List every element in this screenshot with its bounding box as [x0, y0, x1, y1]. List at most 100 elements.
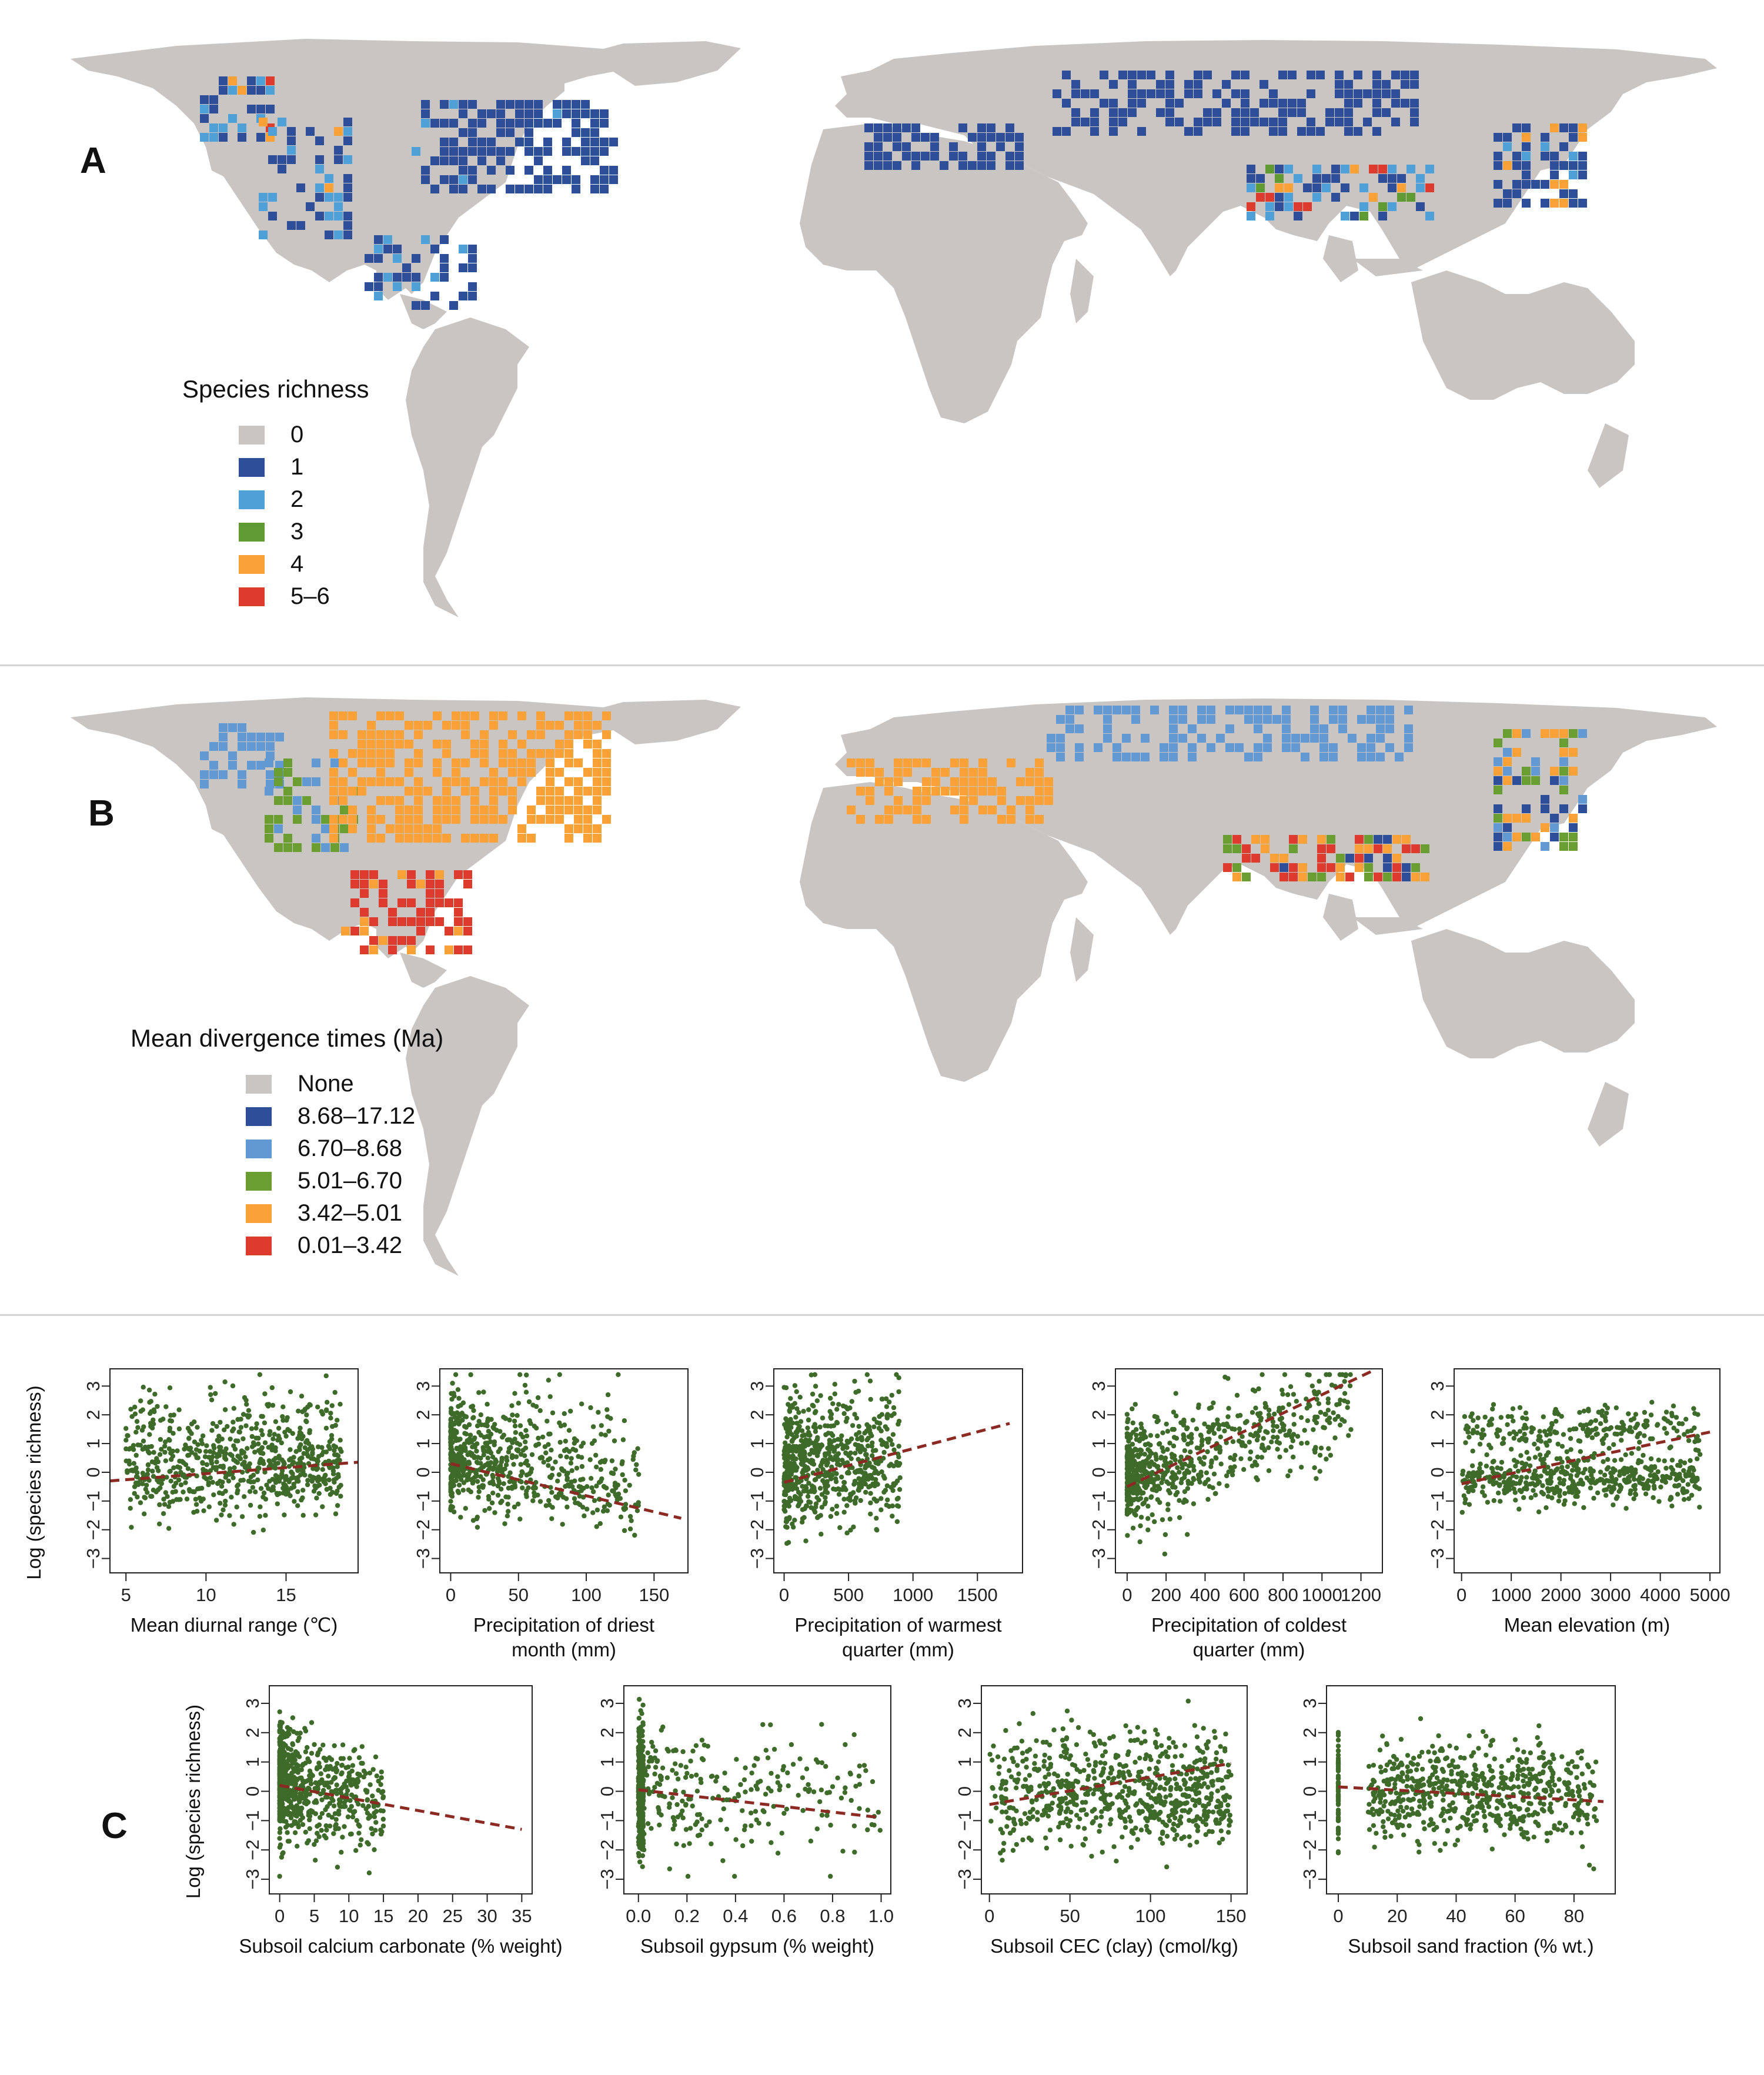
grid-cell [321, 824, 330, 833]
grid-cell [480, 749, 489, 758]
grid-cell [1312, 193, 1321, 202]
grid-cell [1303, 202, 1312, 211]
grid-cell [590, 147, 599, 156]
grid-cell [1503, 161, 1512, 170]
data-point [132, 1404, 138, 1410]
data-point [597, 1521, 603, 1526]
data-point [886, 1503, 892, 1509]
data-point [1328, 1452, 1333, 1458]
data-point [1462, 1500, 1468, 1506]
data-point [1167, 1516, 1173, 1522]
grid-cell [574, 796, 583, 805]
grid-cell [405, 824, 413, 833]
data-point [490, 1491, 496, 1496]
data-point [202, 1475, 207, 1480]
x-tick-label: 150 [639, 1585, 669, 1605]
data-point [190, 1468, 195, 1473]
grid-cell [1071, 118, 1080, 126]
grid-cell [1128, 99, 1137, 108]
x-tick-label: 0 [1122, 1585, 1132, 1605]
grid-cell [950, 777, 959, 786]
data-point [530, 1498, 536, 1503]
data-point [305, 1478, 310, 1483]
data-point [823, 1473, 828, 1479]
data-point [794, 1389, 799, 1394]
grid-cell [1578, 171, 1587, 179]
data-point [1606, 1446, 1612, 1451]
grid-cell [1354, 89, 1362, 98]
data-point [222, 1453, 228, 1459]
grid-cell [454, 908, 463, 917]
data-point [517, 1516, 523, 1522]
data-point [1544, 1442, 1549, 1448]
data-point [1257, 1414, 1262, 1419]
grid-cell [602, 777, 611, 786]
data-point [896, 1454, 901, 1460]
land-shape [1411, 270, 1635, 400]
grid-cell [1131, 753, 1140, 761]
data-point [1532, 1455, 1538, 1460]
y-tick-label: −3 [83, 1548, 103, 1569]
data-point [1255, 1454, 1260, 1460]
data-point [1538, 1439, 1544, 1444]
data-point [874, 1481, 880, 1486]
data-point [1592, 1451, 1597, 1456]
grid-cell [593, 834, 602, 843]
grid-cell [430, 119, 439, 128]
grid-cell [996, 133, 1005, 142]
data-point [529, 1466, 534, 1472]
data-point [1633, 1467, 1638, 1472]
grid-cell [1103, 734, 1112, 743]
data-point [208, 1475, 213, 1481]
data-point [458, 1515, 463, 1520]
grid-cell [395, 740, 404, 749]
grid-cell [1259, 99, 1268, 108]
data-point [566, 1428, 572, 1433]
data-point [1675, 1492, 1681, 1497]
data-point [1318, 1409, 1324, 1415]
data-point [604, 1407, 610, 1412]
grid-cell [609, 175, 618, 184]
grid-cell [209, 105, 218, 113]
data-point [1635, 1460, 1641, 1466]
grid-cell [445, 927, 453, 935]
data-point [485, 1419, 490, 1424]
grid-cell [1531, 767, 1540, 776]
data-point [1568, 1436, 1573, 1441]
world-map-b [71, 697, 1717, 1276]
data-point [190, 1489, 196, 1494]
data-point [506, 1473, 511, 1479]
data-point [1173, 1391, 1178, 1396]
grid-cell [343, 221, 352, 230]
data-point [320, 1449, 326, 1455]
grid-cell [1383, 863, 1392, 872]
data-point [1160, 1476, 1166, 1482]
grid-cell [1372, 99, 1381, 108]
data-point [1674, 1428, 1680, 1434]
divider [0, 664, 1764, 666]
grid-cell [1165, 80, 1174, 89]
grid-cell [874, 161, 883, 170]
data-point [503, 1462, 509, 1468]
grid-cell [209, 95, 218, 104]
grid-cell [1376, 706, 1385, 714]
grid-cell [386, 759, 395, 767]
data-point [1279, 1388, 1285, 1393]
grid-cell [440, 147, 449, 156]
grid-cell [949, 152, 958, 161]
land-shape [1323, 894, 1358, 941]
data-point [179, 1459, 185, 1464]
grid-cell [1075, 743, 1084, 752]
grid-cell [339, 787, 348, 796]
grid-cell [468, 175, 477, 184]
data-point [1232, 1464, 1237, 1469]
grid-cell [922, 787, 931, 796]
grid-cell [1035, 796, 1044, 805]
data-point [295, 1489, 300, 1495]
grid-cell [376, 759, 385, 767]
data-point [155, 1459, 161, 1465]
data-point [450, 1478, 455, 1484]
points [448, 1372, 642, 1538]
grid-cell [256, 761, 265, 770]
